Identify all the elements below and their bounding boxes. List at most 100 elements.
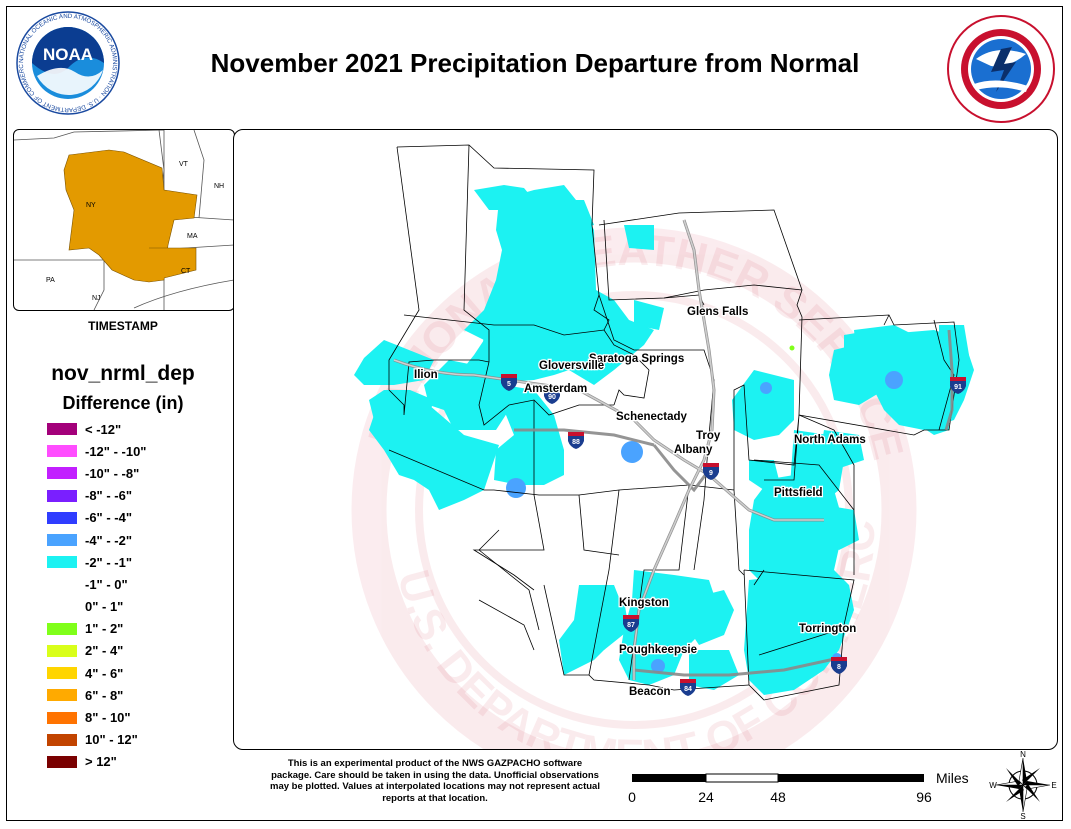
city-label: Glens Falls — [687, 306, 748, 318]
scale-tick-24: 24 — [698, 789, 714, 805]
interstate-number: 88 — [572, 439, 580, 446]
city-label: Poughkeepsie — [619, 644, 697, 656]
scale-tick-0: 0 — [628, 789, 636, 805]
nws-logo: NATIONAL WEATHER SERVICE · U.S. DEPARTME… — [947, 15, 1055, 123]
interstate-shield-icon: 88 — [568, 432, 584, 449]
noaa-logo: NOAA NATIONAL OCEANIC AND ATMOSPHERIC AD… — [15, 10, 120, 115]
page-title: November 2021 Precipitation Departure fr… — [210, 48, 860, 78]
legend-label: 10" - 12" — [85, 732, 138, 748]
departure-spot-plus-1-to-plus-2 — [789, 345, 795, 351]
interstate-number: 87 — [627, 622, 635, 629]
city-label: Torrington — [799, 623, 856, 635]
legend-swatch — [47, 711, 77, 724]
city-label: Troy — [696, 430, 721, 442]
scale-tick-48: 48 — [770, 789, 786, 805]
disclaimer-text: This is an experimental product of the N… — [270, 758, 600, 804]
inset-locator-map: VT NH NY MA CT PA NJ — [13, 129, 235, 311]
city-label: Amsterdam — [524, 383, 587, 395]
compass-s: S — [1020, 812, 1025, 820]
interstate-number: 91 — [954, 384, 962, 391]
county-boundaries — [388, 144, 960, 701]
interstate-shield-icon: 90 — [544, 387, 560, 404]
legend-title: nov_nrml_dep — [51, 362, 195, 385]
legend-label: 1" - 2" — [85, 621, 124, 637]
legend-swatch — [47, 622, 77, 635]
inset-label-nh: NH — [214, 183, 224, 190]
legend-swatch — [47, 689, 77, 702]
legend-label: 6" - 8" — [85, 687, 124, 703]
legend-swatch — [47, 733, 77, 746]
inset-label-vt: VT — [179, 161, 189, 168]
interstate-shields: 5 90 88 9 87 84 8 91 — [501, 374, 966, 696]
legend-swatch — [47, 755, 77, 768]
city-label: Albany — [674, 444, 713, 456]
legend-item: > 12" — [47, 751, 146, 773]
legend-item: 0" - 1" — [47, 596, 146, 618]
inset-label-ct: CT — [181, 268, 191, 275]
legend-item: -2" - -1" — [47, 551, 146, 573]
timestamp-label: TIMESTAMP — [88, 319, 158, 333]
legend-subtitle: Difference (in) — [62, 393, 184, 413]
inset-label-ma: MA — [187, 233, 198, 240]
inset-label-pa: PA — [46, 277, 55, 284]
interstate-shield-icon: 91 — [950, 377, 966, 394]
legend-item: 2" - 4" — [47, 640, 146, 662]
legend-swatch — [47, 511, 77, 524]
legend-swatch — [47, 423, 77, 436]
legend-label: < -12" — [85, 421, 122, 437]
legend-item: 4" - 6" — [47, 662, 146, 684]
interstate-number: 90 — [548, 394, 556, 401]
legend-item: 1" - 2" — [47, 618, 146, 640]
city-label: Beacon — [629, 686, 671, 698]
legend-label: 8" - 10" — [85, 710, 131, 726]
interstate-number: 84 — [684, 686, 692, 693]
legend-label: -6" - -4" — [85, 510, 132, 526]
interstate-number: 5 — [507, 381, 511, 388]
legend-label: -2" - -1" — [85, 554, 132, 570]
legend-item: -6" - -4" — [47, 507, 146, 529]
legend-swatch — [47, 534, 77, 547]
legend-label: -1" - 0" — [85, 576, 128, 592]
compass-e: E — [1051, 781, 1056, 790]
map-frame — [6, 6, 1063, 821]
interstate-shield-icon: 9 — [703, 463, 719, 480]
legend-swatch — [47, 445, 77, 458]
legend-label: 4" - 6" — [85, 665, 124, 681]
legend-swatch — [47, 467, 77, 480]
legend-swatch — [47, 556, 77, 569]
legend-label: -10" - -8" — [85, 465, 140, 481]
city-label: Ilion — [414, 369, 438, 381]
legend-item: -4" - -2" — [47, 529, 146, 551]
inset-label-ny: NY — [86, 202, 96, 209]
legend-swatch — [47, 644, 77, 657]
legend-item: -1" - 0" — [47, 573, 146, 595]
legend-swatch — [47, 578, 77, 591]
scale-bar: 0 24 48 96 Miles — [628, 770, 969, 805]
interstate-number: 9 — [709, 470, 713, 477]
legend: < -12" -12" - -10" -10" - -8" -8" - -6" -6" … — [47, 418, 146, 773]
city-label: Schenectady — [616, 411, 688, 423]
legend-item: -8" - -6" — [47, 485, 146, 507]
city-label: Saratoga Springs — [589, 353, 684, 365]
main-map: NATIONAL WEATHER SERVICE U.S. DEPARTMENT… — [233, 129, 1058, 750]
interstate-shield-icon: 8 — [831, 657, 847, 674]
legend-label: -4" - -2" — [85, 532, 132, 548]
city-label: North Adams — [794, 434, 866, 446]
compass-n: N — [1020, 750, 1026, 759]
legend-label: -8" - -6" — [85, 488, 132, 504]
legend-label: 2" - 4" — [85, 643, 124, 659]
legend-label: -12" - -10" — [85, 443, 147, 459]
legend-swatch — [47, 489, 77, 502]
legend-item: -10" - -8" — [47, 462, 146, 484]
legend-item: 8" - 10" — [47, 706, 146, 728]
scale-unit: Miles — [936, 770, 969, 786]
legend-item: -12" - -10" — [47, 440, 146, 462]
legend-label: > 12" — [85, 754, 117, 770]
interstate-shield-icon: 84 — [680, 679, 696, 696]
scale-tick-96: 96 — [916, 789, 932, 805]
highway-centerlines — [393, 219, 824, 680]
interstate-shield-icon: 87 — [623, 615, 639, 632]
city-label: Kingston — [619, 597, 669, 609]
city-label: Pittsfield — [774, 487, 823, 499]
